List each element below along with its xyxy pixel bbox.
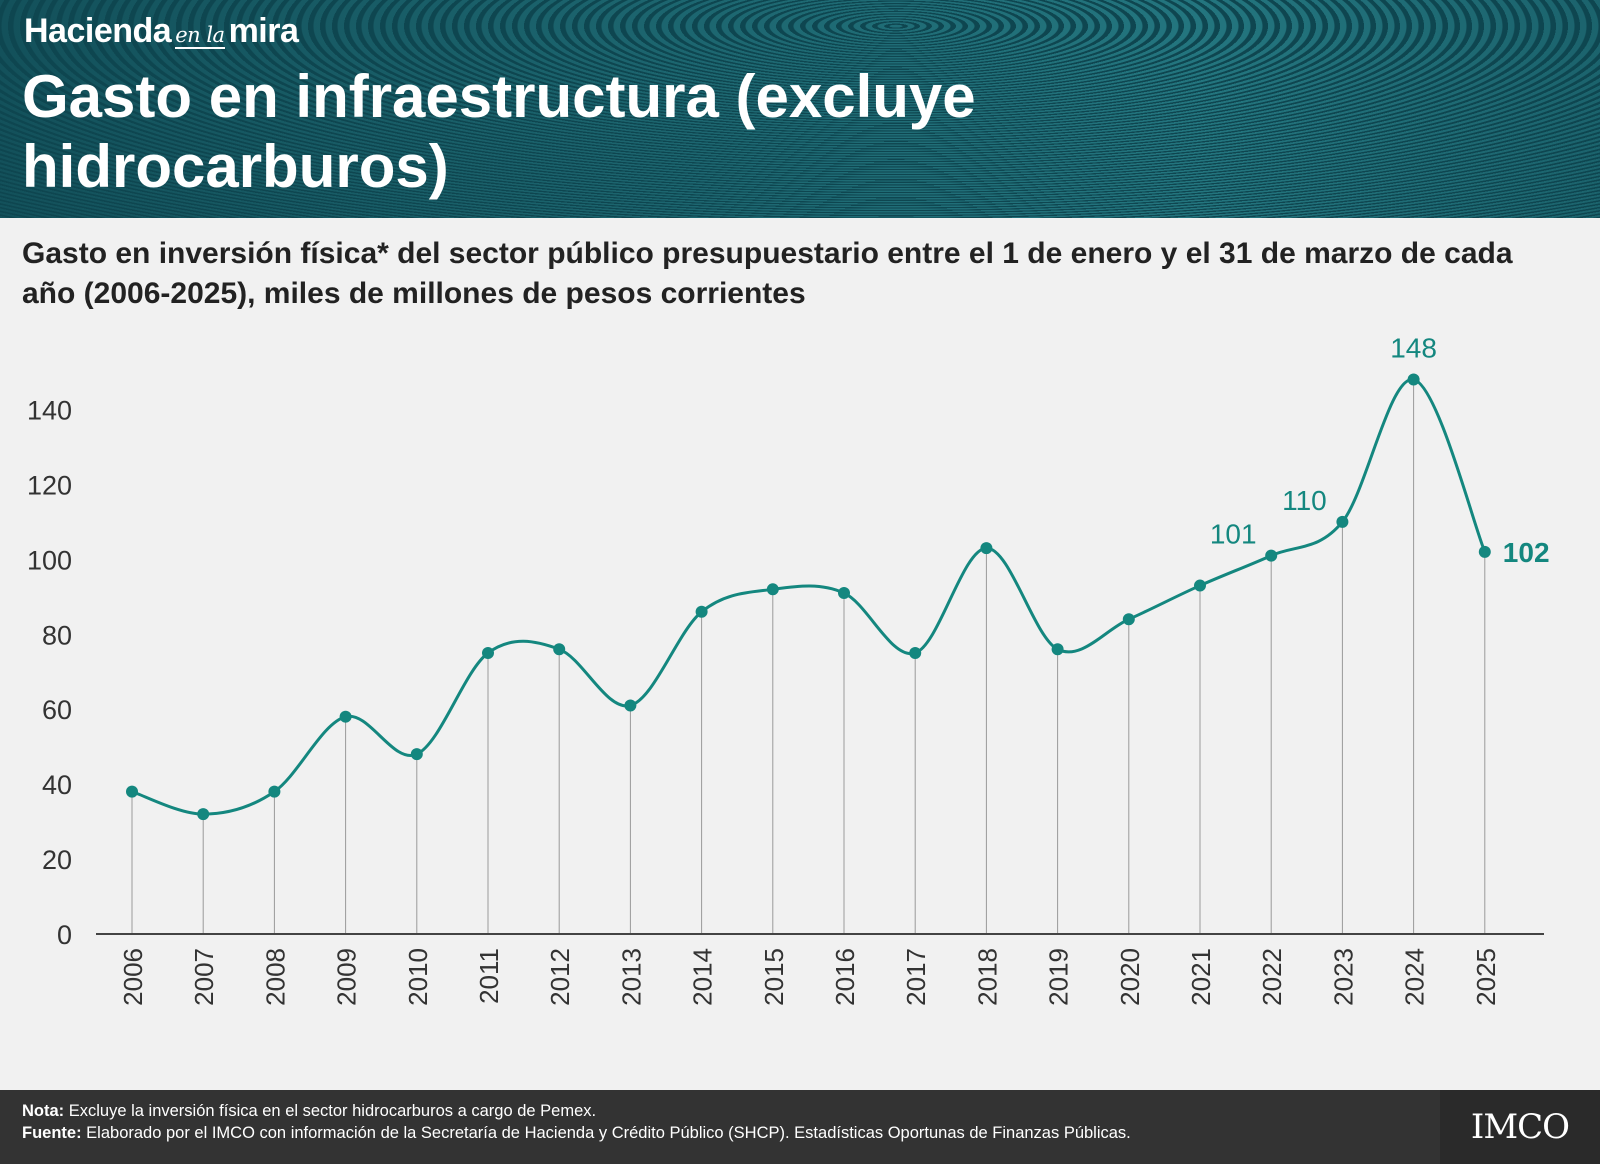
x-tick-2006: 2006 — [118, 948, 148, 1006]
point-2014 — [695, 605, 708, 618]
chart-title: Gasto en inversión física* del sector pú… — [22, 237, 1513, 310]
y-tick-20: 20 — [42, 845, 72, 875]
value-label-2025: 102 — [1503, 537, 1550, 568]
x-tick-2016: 2016 — [830, 948, 860, 1006]
page-title: Gasto en infraestructura (excluye hidroc… — [22, 63, 976, 200]
y-tick-60: 60 — [42, 695, 72, 725]
x-tick-2013: 2013 — [616, 948, 646, 1006]
x-tick-2011: 2011 — [474, 948, 504, 1004]
series-line — [131, 377, 1487, 816]
x-tick-2009: 2009 — [332, 948, 362, 1006]
point-2018 — [980, 542, 993, 555]
x-tick-2019: 2019 — [1044, 948, 1074, 1006]
x-tick-2017: 2017 — [901, 948, 931, 1006]
point-2022 — [1265, 549, 1278, 562]
point-2024 — [1407, 373, 1420, 386]
x-tick-2007: 2007 — [189, 948, 219, 1006]
x-tick-2010: 2010 — [403, 948, 433, 1006]
footer-notes: Nota: Excluye la inversión física en el … — [22, 1100, 1422, 1144]
x-tick-2012: 2012 — [545, 948, 575, 1006]
point-2006 — [126, 785, 138, 798]
x-tick-2014: 2014 — [688, 948, 718, 1006]
value-label-2023: 110 — [1282, 485, 1327, 516]
imco-logo: IMCO — [1440, 1090, 1600, 1164]
note-line: Nota: Excluye la inversión física en el … — [22, 1102, 597, 1120]
line-chart: 101 110 148 102 0 20 40 60 80 100 120 140 2006 2007… — [27, 332, 1550, 1006]
value-label-2024: 148 — [1390, 332, 1437, 363]
point-2007 — [197, 808, 210, 821]
y-tick-140: 140 — [27, 395, 72, 425]
point-2012 — [553, 643, 566, 656]
x-tick-2015: 2015 — [759, 948, 789, 1006]
point-2016 — [838, 587, 850, 600]
brand-logo: Hacienda en la mira — [24, 12, 299, 50]
point-2009 — [339, 710, 352, 723]
point-2021 — [1194, 579, 1206, 592]
x-tick-2023: 2023 — [1328, 948, 1358, 1006]
x-tick-2020: 2020 — [1115, 948, 1145, 1006]
point-2013 — [624, 699, 637, 712]
point-2010 — [410, 748, 423, 761]
x-tick-2025: 2025 — [1471, 948, 1501, 1006]
y-tick-0: 0 — [57, 920, 72, 950]
point-2017 — [909, 647, 922, 659]
point-2008 — [268, 785, 281, 798]
y-tick-120: 120 — [27, 470, 72, 500]
y-tick-40: 40 — [42, 770, 72, 800]
y-tick-80: 80 — [42, 620, 72, 650]
point-2025 — [1478, 545, 1491, 558]
point-2023 — [1336, 515, 1349, 528]
point-2015 — [766, 583, 779, 596]
x-tick-2008: 2008 — [260, 948, 290, 1006]
source-line: Fuente: Elaborado por el IMCO con inform… — [22, 1124, 1131, 1142]
point-2011 — [482, 647, 494, 659]
x-tick-2018: 2018 — [972, 948, 1002, 1006]
header-banner: Hacienda en la mira Gasto en infraestructu… — [0, 0, 1600, 218]
x-tick-2022: 2022 — [1257, 948, 1287, 1006]
x-tick-2021: 2021 — [1186, 948, 1216, 1006]
point-2020 — [1122, 613, 1135, 626]
point-2019 — [1051, 643, 1064, 656]
footer: Nota: Excluye la inversión física en el … — [0, 1090, 1600, 1164]
x-tick-2024: 2024 — [1400, 948, 1430, 1006]
value-label-2022: 101 — [1210, 519, 1257, 550]
y-tick-100: 100 — [27, 545, 72, 575]
